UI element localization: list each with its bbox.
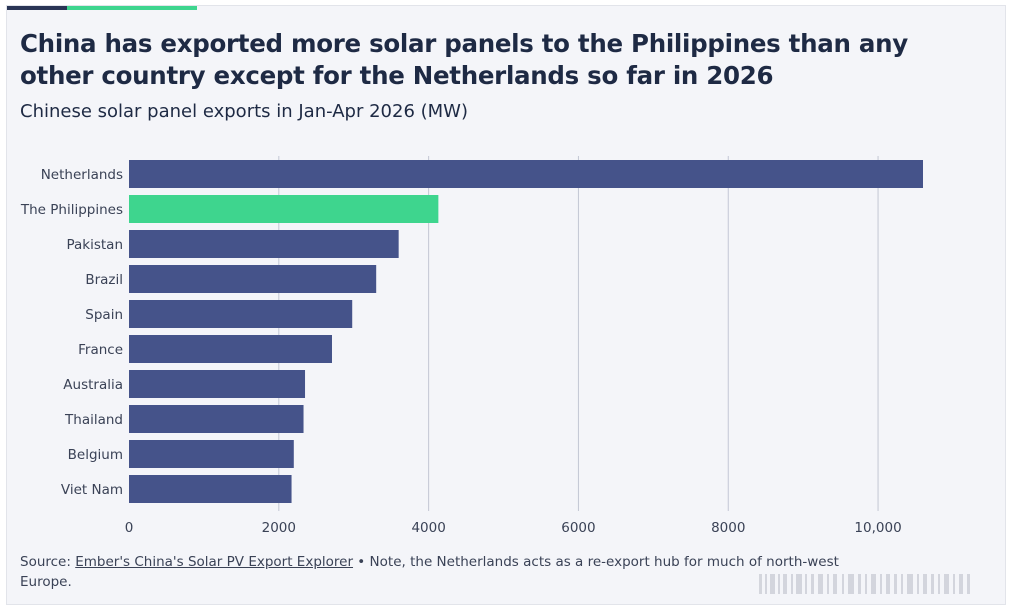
x-tick-label: 6000 [561,520,595,536]
chart-subtitle: Chinese solar panel exports in Jan-Apr 2… [20,101,468,122]
category-label: France [78,342,123,358]
bar [129,335,332,363]
bar [129,265,377,293]
category-label: Viet Nam [61,482,123,498]
top-rule-accent [67,6,197,10]
source-prefix: Source: [20,554,76,570]
watermark-barcode [759,574,970,594]
bars [129,160,923,503]
bar [129,475,292,503]
category-label: Pakistan [66,237,123,253]
bar-chart: Netherlands The Philippines Pakistan Brazil… [20,156,923,536]
x-axis-tick-labels: 0 2000 4000 6000 8000 10,000 [125,520,902,536]
bar [129,230,399,258]
top-rule [7,6,1005,10]
category-label: Spain [85,307,123,323]
category-labels: Netherlands The Philippines Pakistan Brazil… [20,167,123,498]
category-label: The Philippines [20,202,123,218]
chart-footer: Source: Ember's China's Solar PV Export … [20,552,840,592]
x-tick-label: 2000 [262,520,296,536]
x-tick-label: 4000 [411,520,445,536]
source-link[interactable]: Ember's China's Solar PV Export Explorer [75,554,354,570]
bar [129,440,294,468]
chart-title: China has exported more solar panels to … [20,29,908,90]
x-tick-label: 10,000 [854,520,901,536]
bar [129,160,923,188]
category-label: Australia [63,377,123,393]
bar [129,195,439,223]
category-label: Brazil [85,272,123,288]
x-tick-label: 0 [125,520,134,536]
bar [129,405,304,433]
footer-note: • Note, the Netherlands acts as a re-exp… [20,554,839,590]
bar [129,370,306,398]
category-label: Belgium [68,447,123,463]
chart-card: China has exported more solar panels to … [6,5,1006,605]
category-label: Thailand [64,412,123,428]
top-rule-dark [7,6,67,10]
bar [129,300,353,328]
x-tick-label: 8000 [711,520,745,536]
category-label: Netherlands [41,167,123,183]
